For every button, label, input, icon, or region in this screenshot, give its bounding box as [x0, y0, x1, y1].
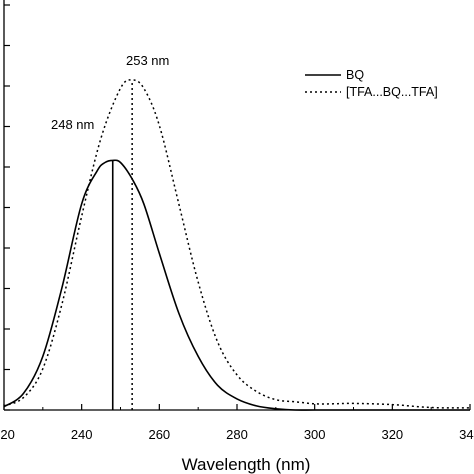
annotation-248-nm: 248 nm	[51, 117, 94, 132]
x-tick-label: 240	[71, 427, 93, 442]
x-tick-label: 340	[459, 427, 474, 442]
legend-label-tfa-bq-tfa: [TFA...BQ...TFA]	[346, 85, 438, 99]
x-tick-label: 300	[304, 427, 326, 442]
annotation-253-nm: 253 nm	[126, 53, 169, 68]
x-tick-label: 320	[381, 427, 403, 442]
x-tick-label: 260	[148, 427, 170, 442]
x-tick-label: 220	[0, 427, 15, 442]
y-axis-ticks	[4, 4, 10, 411]
x-tick-label: 280	[226, 427, 248, 442]
x-axis-ticks: 220 240 260 280 300 320 340	[0, 404, 474, 442]
legend-label-bq: BQ	[346, 68, 364, 82]
series-line-tfa-bq-tfa	[3, 79, 471, 409]
series-line-bq	[3, 159, 470, 411]
x-axis-title: Wavelength (nm)	[182, 455, 311, 474]
legend: BQ [TFA...BQ...TFA]	[305, 68, 438, 99]
